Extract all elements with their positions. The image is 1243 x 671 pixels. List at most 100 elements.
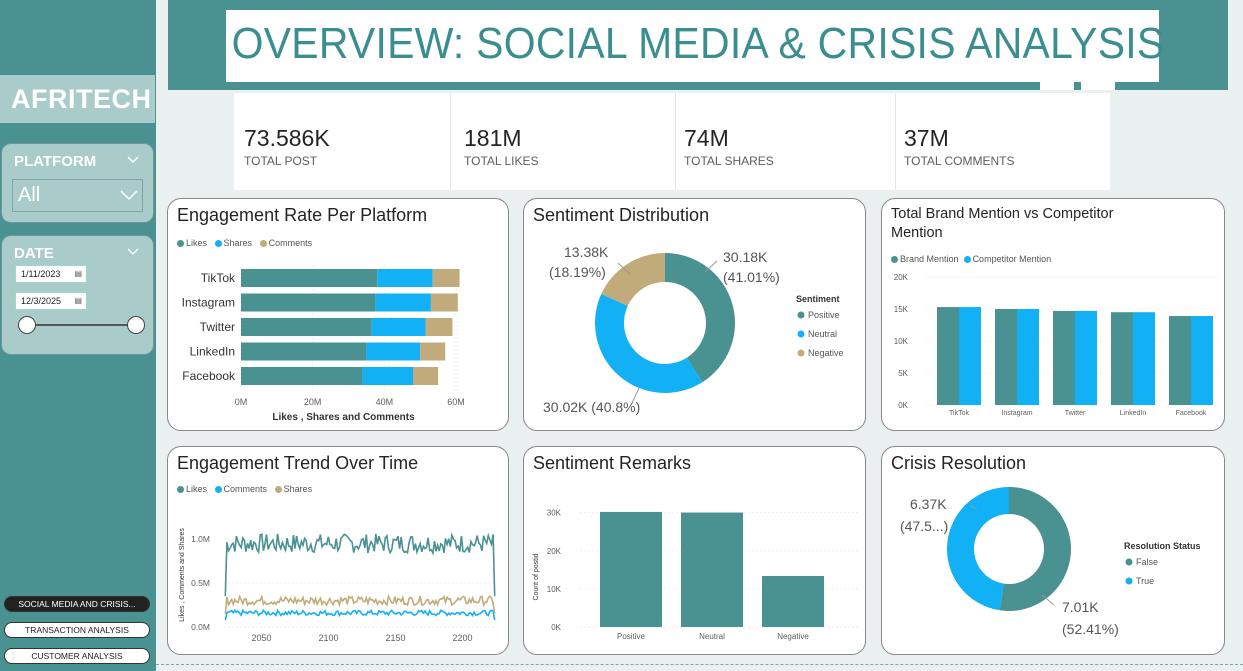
date-range-slider[interactable] (26, 324, 136, 326)
date-end-input[interactable]: ▤ 12/3/2025 (15, 292, 87, 310)
bar-segment (420, 342, 446, 361)
platform-dropdown[interactable]: All (12, 179, 143, 212)
bar (937, 307, 959, 405)
sentiment-remarks-chart: 0K 10K 20K 30K Count of postid Positive Neutra… (533, 509, 858, 641)
y-tick-label: 5K (898, 369, 908, 378)
date-end-value: 12/3/2025 (21, 296, 62, 306)
legend-label: Likes (186, 484, 208, 494)
legend-label: Shares (223, 238, 253, 248)
crisis-resolution-card[interactable]: Crisis Resolution 7.01K (52.41%) 6.37K (47.… (881, 446, 1225, 655)
crisis-donut-chart: 7.01K (52.41%) 6.37K (47.5...) Resolution St… (900, 487, 1201, 637)
kpi-value: 181M (464, 125, 522, 151)
category-label: Instagram (182, 296, 235, 310)
legend-marker (1125, 577, 1133, 585)
engagement-trend-card[interactable]: Engagement Trend Over Time Likes Comment… (167, 446, 509, 655)
legend-label: Likes (186, 238, 208, 248)
x-tick-label: LinkedIn (1120, 410, 1147, 417)
category-label: LinkedIn (190, 345, 235, 359)
page-title: OVERVIEW: SOCIAL MEDIA & CRISIS ANALYSIS (231, 19, 1165, 68)
donut-slice (999, 487, 1071, 611)
chevron-down-icon[interactable] (127, 154, 139, 166)
calendar-icon[interactable]: ▤ (74, 269, 82, 278)
x-tick-label: Neutral (699, 632, 725, 641)
kpi-value: 74M (684, 125, 729, 151)
nav-customer-button[interactable]: CUSTOMER ANALYSIS (4, 648, 150, 664)
category-label: Twitter (200, 320, 235, 334)
x-tick-label: 2100 (318, 633, 338, 643)
bar-segment (375, 293, 431, 312)
y-tick-label: 0.0M (191, 622, 210, 632)
x-tick-label: Facebook (1176, 410, 1207, 417)
card-title: Engagement Trend Over Time (177, 453, 419, 473)
card-title-line: Total Brand Mention vs Competitor (891, 206, 1114, 222)
leader-line (631, 387, 640, 404)
donut-slice (665, 253, 735, 383)
kpi-caption: TOTAL LIKES (464, 154, 539, 168)
sentiment-distribution-card[interactable]: Sentiment Distribution 30.18K (41.01%) 30.… (523, 198, 866, 431)
brand-mention-chart: 0K 5K 10K 15K 20K TikTok Instagram Twitter Linke… (894, 273, 1217, 417)
date-start-input[interactable]: ▤ 1/11/2023 (15, 265, 87, 283)
legend-label: Neutral (808, 329, 837, 339)
leader-line (704, 260, 718, 273)
engagement-trend-chart: 0.0M 0.5M 1.0M 2050 2100 2150 2200 Likes , Comm… (179, 528, 496, 643)
card-title: Total Brand Mention vs Competitor Mentio… (891, 205, 1113, 243)
platform-slicer[interactable]: PLATFORM All (1, 143, 154, 223)
legend-marker (797, 311, 805, 319)
kpi-card: 37M TOTAL COMMENTS (894, 93, 1110, 190)
y-tick-label: 0.5M (191, 578, 210, 588)
bar-segment (413, 367, 439, 385)
y-tick-label: 1.0M (191, 534, 210, 544)
bar-segment (241, 318, 372, 336)
data-label: 13.38K (564, 244, 609, 260)
nav-transaction-button[interactable]: TRANSACTION ANALYSIS (4, 622, 150, 638)
bar-segment (241, 293, 376, 312)
y-axis-label: Likes , Comments and Shares (179, 528, 186, 622)
bar-segment (241, 367, 363, 385)
y-axis-label: Count of postid (533, 553, 540, 600)
data-label: (52.41%) (1062, 621, 1119, 637)
kpi-caption: TOTAL COMMENTS (904, 154, 1015, 168)
category-label: Facebook (182, 369, 236, 383)
bar-segment (425, 318, 453, 336)
slider-end-handle[interactable] (127, 316, 145, 334)
card-title: Engagement Rate Per Platform (177, 205, 428, 225)
engagement-rate-card[interactable]: Engagement Rate Per Platform Likes Share… (167, 198, 509, 431)
data-label: 30.02K (40.8%) (543, 399, 640, 415)
calendar-icon[interactable]: ▤ (74, 296, 82, 305)
bar (1075, 310, 1097, 405)
chart-legend: Likes Comments Shares (177, 484, 312, 494)
bar (1017, 309, 1039, 405)
legend-title: Resolution Status (1124, 541, 1201, 551)
bar-segment (241, 269, 378, 287)
nav-social-media-button[interactable]: SOCIAL MEDIA AND CRISIS... (4, 596, 150, 612)
brand-logo: AFRITECH (0, 75, 155, 123)
slider-start-handle[interactable] (18, 316, 36, 334)
bar-segment (362, 367, 413, 385)
data-label: 7.01K (1062, 599, 1099, 615)
leader-line (969, 504, 978, 510)
legend-marker (797, 349, 805, 357)
y-tick-label: 20K (547, 547, 562, 556)
kpi-strip: 73.586K TOTAL POST 181M TOTAL LIKES 74M … (234, 93, 1110, 190)
x-tick-label: 2050 (252, 633, 272, 643)
platform-value: All (18, 184, 41, 206)
divider (895, 93, 896, 190)
x-axis-label: Likes , Shares and Comments (272, 412, 415, 423)
bar (995, 309, 1017, 405)
data-label: (41.01%) (723, 269, 780, 285)
bar (1191, 316, 1213, 405)
y-tick-label: 10K (894, 337, 909, 346)
legend-label: False (1136, 557, 1158, 567)
category-label: TikTok (201, 271, 236, 285)
divider (675, 93, 676, 190)
legend-marker (797, 330, 805, 338)
legend-label: Negative (808, 348, 844, 358)
sentiment-remarks-card[interactable]: Sentiment Remarks 0K 10K 20K 30K Count of po… (523, 446, 866, 655)
x-tick-label: 60M (447, 397, 465, 407)
bar (762, 575, 824, 627)
date-slicer[interactable]: DATE ▤ 1/11/2023 ▤ 12/3/2025 (1, 235, 154, 355)
chevron-down-icon[interactable] (127, 246, 139, 258)
data-label: (47.5...) (900, 518, 948, 534)
y-tick-label: 15K (894, 305, 909, 314)
brand-vs-competitor-card[interactable]: Total Brand Mention vs Competitor Mentio… (881, 198, 1225, 431)
